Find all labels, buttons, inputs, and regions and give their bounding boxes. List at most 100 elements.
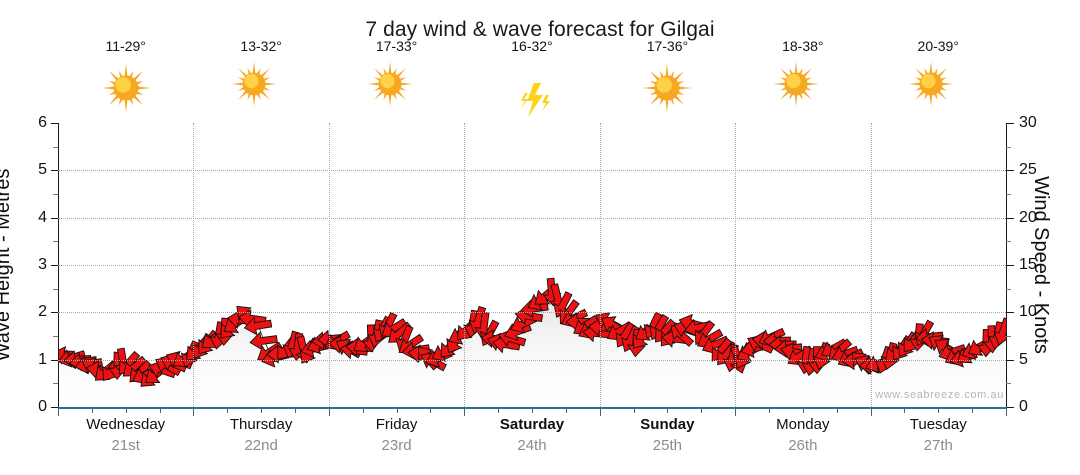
- thunderstorm-icon: [499, 57, 565, 119]
- x-axis-tick: [870, 407, 872, 416]
- x-axis-tick: [1006, 407, 1007, 416]
- x-axis-minor-tick: [938, 407, 940, 413]
- axis-minor-tick: [53, 146, 58, 148]
- axis-minor-tick: [1006, 336, 1011, 337]
- day-footer: Thursday 22nd: [193, 415, 328, 471]
- partly-cloudy-icon: [770, 57, 836, 119]
- day-separator-gridline: [328, 123, 330, 407]
- day-separator-gridline: [464, 123, 466, 407]
- day-header: 18-38°: [735, 38, 870, 123]
- axis-tick: [51, 359, 58, 361]
- axis-minor-tick: [53, 336, 58, 337]
- x-axis-minor-tick: [802, 407, 804, 413]
- x-axis-minor-tick: [701, 407, 703, 413]
- day-date-label: 27th: [923, 437, 953, 454]
- day-header: 16-32°: [464, 38, 599, 123]
- right-axis-tick-label: 30: [1019, 114, 1037, 131]
- axis-tick: [51, 123, 58, 124]
- x-axis-tick: [735, 407, 737, 416]
- axis-minor-tick: [1006, 288, 1011, 290]
- x-axis-minor-tick: [159, 407, 161, 413]
- left-axis-tick-label: 0: [38, 398, 47, 415]
- axis-tick: [1006, 407, 1014, 408]
- partly-cloudy-icon: [228, 57, 294, 119]
- day-temperature-range: 18-38°: [782, 38, 824, 54]
- day-temperature-range: 17-33°: [375, 38, 418, 54]
- day-footer: Friday 23rd: [329, 415, 464, 471]
- day-separator-gridline: [870, 123, 872, 407]
- left-axis-tick-label: 6: [38, 114, 47, 131]
- left-axis-title: Wave Height - Metres: [0, 168, 14, 362]
- axis-tick: [1006, 123, 1014, 124]
- x-axis-minor-tick: [125, 407, 127, 413]
- x-axis-tick: [58, 407, 59, 416]
- right-axis-title: Wind Speed - Knots: [1030, 176, 1052, 354]
- x-axis-minor-tick: [227, 407, 229, 413]
- x-axis-tick: [599, 407, 601, 416]
- x-axis-minor-tick: [430, 407, 432, 413]
- day-header: 13-32°: [193, 38, 328, 123]
- left-axis-tick-label: 4: [38, 208, 47, 226]
- left-axis-tick-label: 1: [38, 350, 47, 368]
- axis-tick: [51, 265, 58, 266]
- day-name-label: Thursday: [229, 416, 293, 433]
- axis-tick: [51, 170, 58, 172]
- day-temperature-range: 16-32°: [511, 38, 553, 54]
- x-axis-minor-tick: [295, 407, 296, 413]
- day-footer: Saturday 24th: [464, 415, 599, 471]
- x-axis-minor-tick: [565, 407, 567, 413]
- right-axis-tick-label: 25: [1019, 161, 1037, 179]
- day-temperature-range: 11-29°: [105, 38, 146, 54]
- day-separator-gridline: [193, 123, 195, 407]
- axis-minor-tick: [53, 288, 58, 290]
- horizontal-gridline: [58, 217, 1006, 219]
- right-axis-tick-label: 20: [1019, 208, 1037, 226]
- day-date-label: 25th: [652, 437, 682, 454]
- site-watermark: www.seabreeze.com.au: [875, 389, 1004, 401]
- axis-minor-tick: [1006, 146, 1011, 148]
- day-separator-gridline: [735, 123, 737, 407]
- day-footer: Tuesday 27th: [871, 415, 1006, 471]
- x-axis-minor-tick: [261, 407, 263, 413]
- axis-tick: [1006, 359, 1014, 361]
- sunny-icon: [93, 57, 159, 119]
- axis-tick: [1006, 217, 1014, 219]
- day-footer: Monday 26th: [735, 415, 870, 471]
- sunny-icon: [634, 57, 700, 119]
- day-footer: Wednesday 21st: [58, 415, 193, 471]
- day-date-label: 24th: [517, 437, 547, 454]
- x-axis-tick: [193, 407, 195, 416]
- horizontal-gridline: [58, 312, 1006, 314]
- axis-minor-tick: [53, 241, 58, 243]
- right-axis-tick-label: 10: [1019, 303, 1037, 321]
- x-axis-minor-tick: [972, 407, 974, 413]
- day-name-label: Friday: [375, 416, 418, 433]
- day-header: 17-33°: [329, 38, 464, 123]
- x-axis-tick: [328, 407, 330, 416]
- day-name-label: Wednesday: [86, 416, 166, 433]
- wind-arrow-series: [58, 277, 1006, 407]
- axis-minor-tick: [53, 194, 58, 195]
- axis-tick: [51, 407, 58, 408]
- axis-minor-tick: [53, 383, 58, 385]
- day-footer-strip: Wednesday 21st Thursday 22nd Friday 23rd Satur…: [58, 415, 1006, 471]
- day-date-label: 22nd: [244, 437, 278, 454]
- x-axis-minor-tick: [633, 407, 635, 413]
- x-axis-minor-tick: [396, 407, 398, 413]
- right-axis-tick-label: 0: [1019, 398, 1028, 415]
- x-axis-tick: [464, 407, 466, 416]
- day-separator-gridline: [599, 123, 601, 407]
- day-date-label: 21st: [111, 437, 140, 454]
- axis-tick: [1006, 170, 1014, 172]
- day-header-strip: 11-29° 13-32° 17-33° 16-32°: [58, 38, 1006, 123]
- x-axis-minor-tick: [667, 407, 669, 413]
- x-axis-minor-tick: [836, 407, 838, 413]
- x-axis-minor-tick: [362, 407, 364, 413]
- horizontal-gridline: [58, 170, 1006, 172]
- axis-tick: [1006, 265, 1014, 266]
- day-name-label: Saturday: [499, 416, 565, 433]
- right-axis-tick-label: 15: [1019, 256, 1037, 273]
- day-date-label: 26th: [788, 437, 818, 454]
- axis-tick: [1006, 312, 1014, 314]
